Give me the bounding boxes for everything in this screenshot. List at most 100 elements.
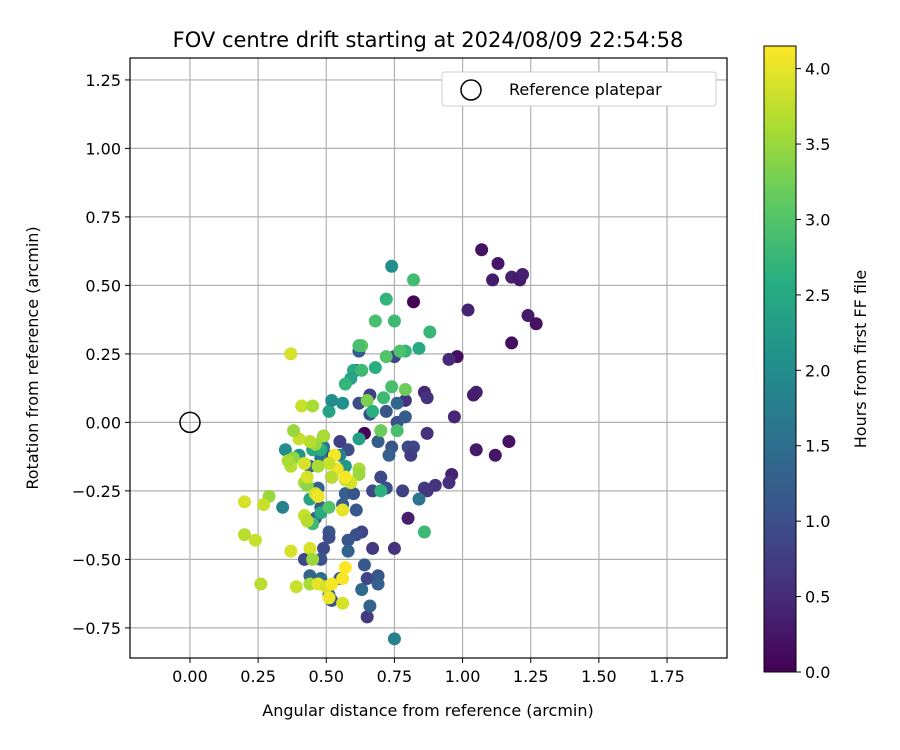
- y-tick-label: 1.25: [85, 71, 121, 90]
- y-tick-label: 0.25: [85, 345, 121, 364]
- data-point: [412, 341, 426, 355]
- data-point: [475, 243, 489, 257]
- data-point: [325, 393, 339, 407]
- y-tick-label: −0.25: [72, 482, 121, 501]
- x-tick-label: 1.00: [445, 667, 481, 686]
- data-point: [420, 484, 434, 498]
- y-axis-label: Rotation from reference (arcmin): [23, 226, 42, 489]
- x-axis-ticks: 0.00 0.25 0.50 0.75 1.00 1.25 1.50 1.75: [172, 658, 685, 686]
- x-tick-label: 0.00: [172, 667, 208, 686]
- data-point: [447, 410, 461, 424]
- data-point: [374, 470, 388, 484]
- data-point: [338, 377, 352, 391]
- colorbar-tick-label: 3.5: [805, 135, 830, 154]
- data-point: [284, 347, 298, 361]
- y-axis-ticks: −0.75 −0.50 −0.25 0.00 0.25 0.50 0.75 1.00 1.25: [72, 71, 130, 638]
- data-point: [401, 511, 415, 525]
- legend-box: [441, 71, 717, 107]
- data-point: [297, 456, 311, 470]
- data-point: [276, 500, 290, 514]
- data-point: [347, 487, 361, 501]
- data-point: [366, 404, 380, 418]
- x-tick-label: 0.75: [377, 667, 413, 686]
- data-point: [333, 435, 347, 449]
- data-point: [278, 443, 292, 457]
- data-point: [469, 385, 483, 399]
- data-point: [363, 599, 377, 613]
- data-point: [486, 273, 500, 287]
- x-tick-label: 0.25: [240, 667, 276, 686]
- data-point: [366, 541, 380, 555]
- y-tick-label: 1.00: [85, 139, 121, 158]
- data-point: [317, 429, 331, 443]
- data-point: [360, 393, 374, 407]
- data-point: [360, 610, 374, 624]
- colorbar-tick-label: 0.5: [805, 588, 830, 607]
- data-point: [284, 544, 298, 558]
- data-point: [341, 544, 355, 558]
- data-point: [423, 325, 437, 339]
- data-point: [322, 456, 336, 470]
- data-point: [461, 303, 475, 317]
- data-point: [237, 495, 251, 509]
- data-point: [502, 435, 516, 449]
- data-point: [385, 380, 399, 394]
- colorbar-tick-label: 1.0: [805, 512, 830, 531]
- data-point: [379, 404, 393, 418]
- x-tick-label: 1.75: [649, 667, 685, 686]
- data-point: [341, 533, 355, 547]
- data-point: [371, 435, 385, 449]
- data-point: [303, 435, 317, 449]
- data-point: [355, 583, 369, 597]
- data-point: [322, 530, 336, 544]
- legend-marker-open-circle: [460, 79, 482, 101]
- data-point: [306, 399, 320, 413]
- colorbar-tick-label: 2.5: [805, 286, 830, 305]
- colorbar-tick-label: 2.0: [805, 361, 830, 380]
- data-point: [374, 484, 388, 498]
- data-point: [521, 309, 535, 323]
- data-point: [322, 500, 336, 514]
- data-point: [237, 528, 251, 542]
- data-point: [295, 399, 309, 413]
- data-point: [404, 448, 418, 462]
- legend-label: Reference platepar: [509, 80, 662, 99]
- data-point: [390, 396, 404, 410]
- data-point: [393, 344, 407, 358]
- x-tick-label: 1.25: [513, 667, 549, 686]
- data-point: [516, 267, 530, 281]
- legend: Reference platepar: [441, 71, 717, 107]
- data-point: [287, 424, 301, 438]
- data-point: [248, 533, 262, 547]
- colorbar-tick-label: 1.5: [805, 437, 830, 456]
- data-point: [368, 314, 382, 328]
- colorbar-ticks: 0.0 0.5 1.0 1.5 2.0 2.5 3.0 3.5 4.0: [796, 60, 830, 682]
- y-tick-label: 0.50: [85, 276, 121, 295]
- colorbar: [763, 45, 797, 673]
- data-point: [336, 503, 350, 517]
- data-point: [374, 424, 388, 438]
- data-point: [317, 541, 331, 555]
- data-point: [420, 391, 434, 405]
- data-point: [420, 426, 434, 440]
- data-point: [336, 396, 350, 410]
- x-tick-label: 0.50: [308, 667, 344, 686]
- data-point: [387, 314, 401, 328]
- y-tick-label: −0.50: [72, 550, 121, 569]
- data-point: [491, 256, 505, 270]
- data-point: [505, 336, 519, 350]
- data-point: [469, 443, 483, 457]
- data-point: [407, 295, 421, 309]
- data-point: [529, 317, 543, 331]
- data-point: [322, 591, 336, 605]
- data-point: [379, 350, 393, 364]
- plot-frame: [129, 57, 728, 659]
- colorbar-label: Hours from first FF file: [851, 270, 870, 449]
- data-point: [442, 476, 456, 490]
- data-point: [281, 454, 295, 468]
- colorbar-tick-label: 0.0: [805, 663, 830, 682]
- data-point: [352, 467, 366, 481]
- data-point: [306, 552, 320, 566]
- data-point: [289, 580, 303, 594]
